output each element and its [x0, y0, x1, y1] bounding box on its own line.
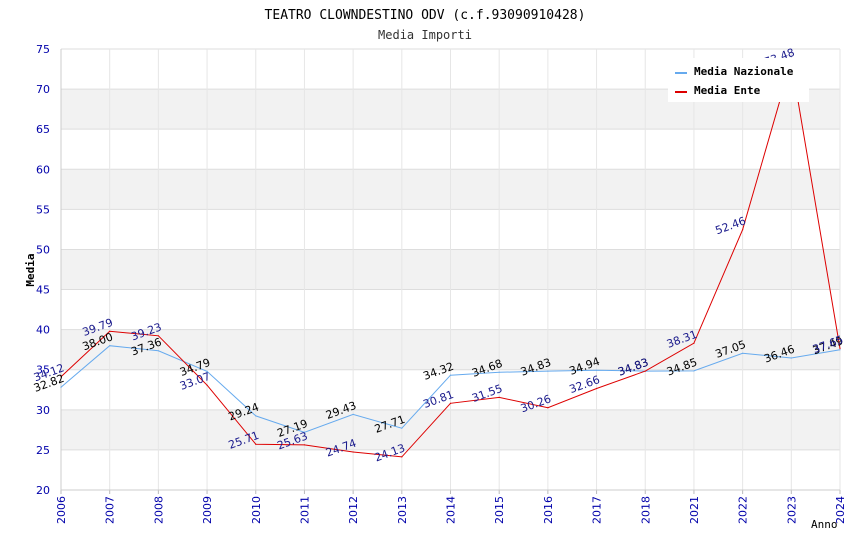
y-tick-label: 25: [36, 444, 50, 457]
y-tick-label: 70: [36, 83, 50, 96]
y-axis-label: Media: [24, 253, 37, 286]
x-tick-label: 2013: [396, 496, 409, 524]
y-tick-label: 20: [36, 484, 50, 497]
point-media-nazionale: [157, 350, 159, 352]
point-media-ente: [401, 456, 403, 458]
x-tick-label: 2024: [834, 496, 847, 524]
point-media-nazionale: [595, 369, 598, 371]
y-tick-label: 60: [36, 163, 50, 176]
y-axis-ticks: 20 25 30 35 40 45 50 55 60 65 70 75: [36, 43, 50, 497]
point-media-nazionale: [790, 357, 792, 359]
point-media-ente: [303, 444, 306, 446]
x-tick-label: 2015: [493, 496, 506, 524]
point-media-ente: [839, 347, 841, 350]
point-media-ente: [693, 342, 695, 344]
point-media-ente: [498, 396, 500, 398]
x-tick-label: 2016: [542, 496, 555, 524]
point-media-nazionale: [352, 413, 354, 415]
legend-label-naz: Media Nazionale: [694, 65, 794, 78]
point-media-nazionale: [449, 374, 452, 376]
point-media-nazionale: [303, 431, 306, 433]
x-tick-label: 2011: [298, 496, 311, 524]
x-tick-label: 2010: [250, 496, 263, 524]
x-tick-label: 2022: [737, 496, 750, 524]
point-media-nazionale: [547, 370, 549, 372]
point-media-ente: [109, 330, 111, 332]
y-tick-label: 55: [36, 203, 50, 216]
point-media-nazionale: [401, 427, 403, 429]
x-axis-label: Anno: [811, 518, 838, 531]
x-tick-label: 2012: [347, 496, 360, 524]
y-tick-label: 45: [36, 284, 50, 297]
x-tick-label: 2021: [688, 496, 701, 524]
point-media-ente: [157, 335, 159, 337]
point-media-nazionale: [60, 386, 62, 388]
y-tick-label: 50: [36, 243, 50, 256]
y-tick-label: 30: [36, 404, 50, 417]
point-media-ente: [449, 402, 452, 404]
legend: Media Nazionale Media Ente: [668, 58, 809, 102]
point-media-ente: [60, 376, 62, 378]
point-media-nazionale: [839, 349, 841, 351]
x-tick-label: 2006: [55, 496, 68, 524]
point-media-nazionale: [742, 352, 744, 354]
point-media-nazionale: [498, 371, 500, 373]
chart-subtitle: Media Importi: [378, 28, 472, 42]
x-tick-label: 2023: [785, 496, 798, 524]
legend-box: [668, 58, 809, 102]
y-tick-label: 40: [36, 324, 50, 337]
point-media-nazionale: [109, 345, 111, 347]
point-media-nazionale: [693, 370, 695, 372]
point-media-ente: [644, 370, 646, 372]
point-media-ente: [742, 229, 744, 231]
point-media-nazionale: [206, 370, 208, 373]
legend-label-ente: Media Ente: [694, 84, 761, 97]
x-tick-label: 2014: [445, 496, 458, 524]
grid-lines: [60, 48, 841, 494]
point-media-ente: [547, 407, 549, 409]
x-tick-label: 2017: [591, 496, 604, 524]
point-media-ente: [255, 443, 257, 445]
x-axis-ticks: 2006 2007 2008 2009 2010 2011 2012 2013 2014 2015…: [55, 496, 847, 524]
point-media-nazionale: [255, 415, 257, 417]
y-tick-label: 65: [36, 123, 50, 136]
point-media-ente: [352, 451, 354, 453]
x-tick-label: 2007: [104, 496, 117, 524]
y-tick-label: 75: [36, 43, 50, 56]
x-tick-label: 2009: [201, 496, 214, 524]
point-media-ente: [206, 384, 208, 386]
chart-title: TEATRO CLOWNDESTINO ODV (c.f.93090910428…: [265, 8, 586, 23]
y-tick-label: 35: [36, 364, 50, 377]
x-tick-label: 2018: [639, 496, 652, 524]
point-media-ente: [595, 387, 598, 390]
x-tick-label: 2008: [152, 496, 165, 524]
